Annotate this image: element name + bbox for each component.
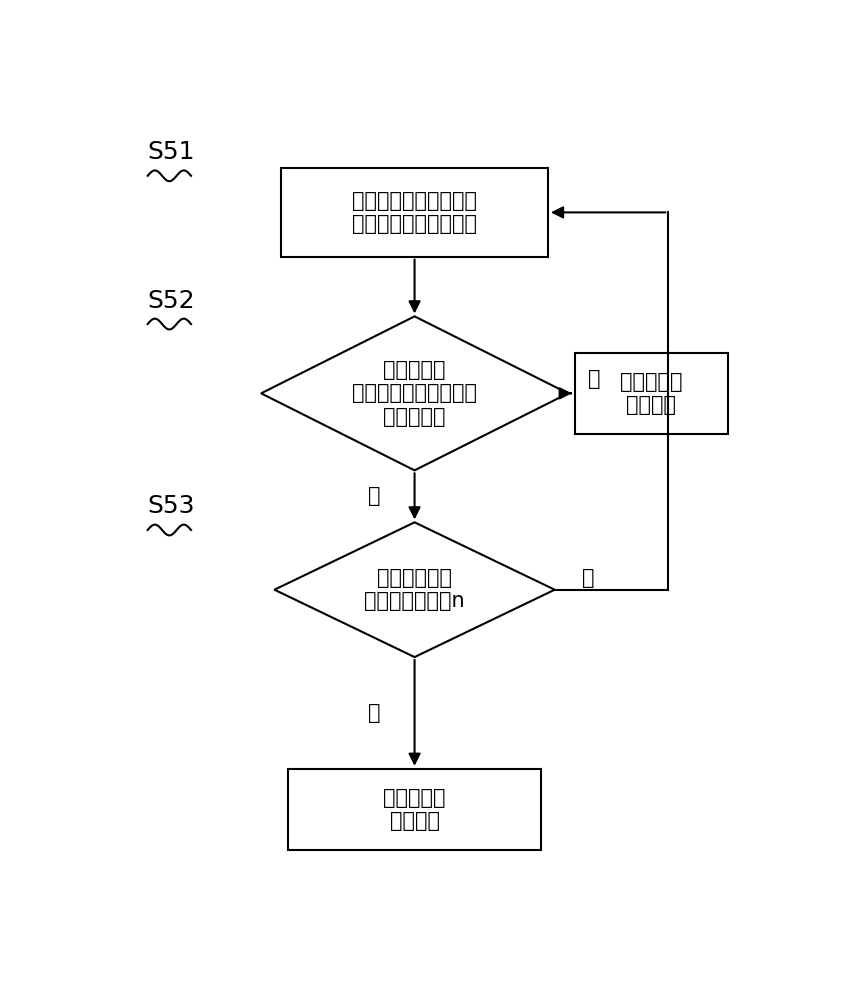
Text: S52: S52 <box>148 288 195 312</box>
Text: 判定电池包
更换失败: 判定电池包 更换失败 <box>620 372 683 415</box>
FancyBboxPatch shape <box>575 353 728 434</box>
Text: S53: S53 <box>148 494 195 518</box>
Text: 判断连通性
是否正常，并累计连续
测试的次数: 判断连通性 是否正常，并累计连续 测试的次数 <box>352 360 477 427</box>
Text: 否: 否 <box>582 568 594 588</box>
Text: 否: 否 <box>588 369 601 389</box>
Polygon shape <box>261 316 568 470</box>
Text: 是: 是 <box>369 703 381 723</box>
Text: 判定电池包
更换成功: 判定电池包 更换成功 <box>383 788 446 831</box>
Polygon shape <box>275 522 554 657</box>
FancyBboxPatch shape <box>288 769 542 850</box>
Text: 是: 是 <box>369 486 381 506</box>
Text: 在控制电压下进行一次
动力回路连通性的测试: 在控制电压下进行一次 动力回路连通性的测试 <box>352 191 477 234</box>
FancyBboxPatch shape <box>281 168 548 257</box>
Text: 判断是否达到
预设的测试次数n: 判断是否达到 预设的测试次数n <box>364 568 465 611</box>
Text: S51: S51 <box>148 140 195 164</box>
